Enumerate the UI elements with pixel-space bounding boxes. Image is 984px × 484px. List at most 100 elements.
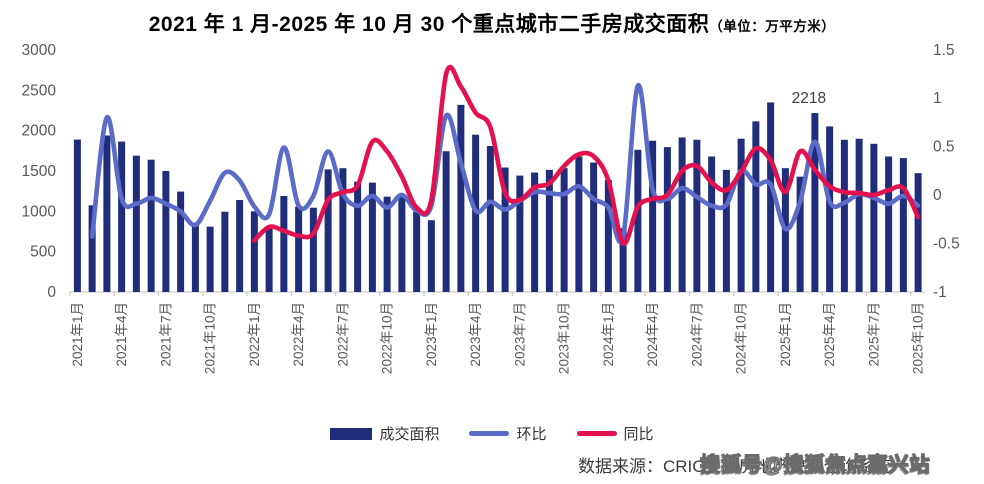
bar bbox=[501, 167, 509, 292]
legend-mom-label: 环比 bbox=[516, 426, 547, 443]
bar bbox=[914, 173, 922, 292]
bar bbox=[427, 220, 435, 292]
bar bbox=[88, 205, 96, 292]
bar bbox=[132, 155, 140, 292]
bar bbox=[457, 104, 465, 292]
legend-item-mom: 环比 bbox=[469, 423, 547, 444]
bar bbox=[221, 211, 229, 292]
chart-unit-label: （单位：万平方米） bbox=[709, 19, 836, 34]
x-tick-label: 2022年1月 bbox=[247, 302, 262, 367]
x-tick-label: 2025年7月 bbox=[866, 302, 881, 367]
bar bbox=[708, 156, 716, 292]
bar bbox=[73, 139, 81, 292]
bar bbox=[590, 162, 598, 292]
bar bbox=[236, 200, 244, 292]
bar bbox=[442, 151, 450, 292]
x-tick-label: 2023年1月 bbox=[424, 302, 439, 367]
bar bbox=[339, 168, 347, 292]
bar bbox=[811, 113, 819, 293]
mom-line-group bbox=[89, 83, 921, 245]
bar bbox=[324, 169, 332, 292]
bars-group bbox=[73, 102, 922, 293]
bar bbox=[295, 206, 303, 292]
legend-bar-label: 成交面积 bbox=[379, 426, 440, 443]
yoy-line-swatch-icon bbox=[576, 431, 617, 436]
x-tick-label: 2025年1月 bbox=[778, 302, 793, 367]
yoy-line-group bbox=[252, 64, 921, 246]
x-tick-label: 2022年4月 bbox=[291, 302, 306, 367]
bar bbox=[250, 211, 258, 292]
x-tick-label: 2022年10月 bbox=[380, 302, 395, 374]
x-tick-label: 2025年4月 bbox=[822, 302, 837, 367]
bar bbox=[545, 169, 553, 292]
bar bbox=[634, 149, 642, 292]
x-tick-label: 2021年10月 bbox=[203, 302, 218, 374]
yoy-line-path bbox=[252, 64, 921, 246]
x-tick-label: 2025年10月 bbox=[911, 302, 926, 374]
bar bbox=[413, 211, 421, 292]
x-tick-label: 2023年7月 bbox=[512, 302, 527, 367]
y-left-tick-label: 2000 bbox=[22, 123, 57, 140]
bar bbox=[368, 182, 376, 292]
bar bbox=[826, 126, 834, 293]
bar bbox=[486, 145, 494, 292]
y-right-tick-label: -0.5 bbox=[933, 235, 960, 252]
y-left-tick-label: 0 bbox=[47, 284, 56, 301]
chart-title-text: 2021 年 1 月-2025 年 10 月 30 个重点城市二手房成交面积 bbox=[148, 13, 710, 36]
y-left-tick-label: 2500 bbox=[22, 82, 57, 99]
bar bbox=[649, 140, 657, 292]
data-source-text: 数据来源：CRIC中国房地产决策咨询系统 bbox=[578, 457, 892, 476]
bar bbox=[206, 226, 214, 292]
bar bbox=[265, 227, 273, 292]
bar bbox=[722, 169, 730, 292]
bar bbox=[383, 196, 391, 292]
bar bbox=[663, 147, 671, 292]
bar bbox=[309, 207, 317, 292]
bar bbox=[560, 168, 568, 292]
y-left-tick-label: 3000 bbox=[22, 42, 57, 59]
bar bbox=[604, 179, 612, 292]
x-tick-label: 2023年4月 bbox=[468, 302, 483, 367]
bar bbox=[855, 138, 863, 292]
bar bbox=[118, 141, 126, 292]
bar bbox=[678, 137, 686, 292]
chart-title: 2021 年 1 月-2025 年 10 月 30 个重点城市二手房成交面积（单… bbox=[0, 8, 984, 38]
y-right-tick-label: 0.5 bbox=[933, 139, 955, 156]
bar bbox=[840, 139, 848, 292]
x-tick-label: 2021年4月 bbox=[114, 302, 129, 367]
bar bbox=[737, 138, 745, 292]
x-tick-label: 2021年1月 bbox=[70, 302, 85, 367]
bar bbox=[147, 159, 155, 292]
legend: 成交面积 环比 同比 bbox=[0, 423, 984, 444]
bar bbox=[752, 121, 760, 292]
bar bbox=[531, 172, 539, 292]
y-right-tick-label: 1 bbox=[933, 90, 942, 107]
bar bbox=[354, 181, 362, 292]
bar bbox=[103, 135, 111, 292]
bar bbox=[516, 175, 524, 292]
x-tick-labels-group: 2021年1月 2021年4月 2021年7月 2021年10月 2022年1月 2022… bbox=[70, 302, 926, 374]
mom-line-swatch-icon bbox=[469, 431, 510, 436]
y-axis-left: 3000 2500 2000 1500 1000 500 0 bbox=[22, 42, 57, 301]
y-left-tick-label: 500 bbox=[30, 244, 56, 261]
watermark-text: 搜狐号@搜狐焦点嘉兴站 bbox=[699, 453, 931, 476]
annotation-group: 2218 bbox=[792, 90, 826, 107]
mom-line-path bbox=[89, 83, 921, 245]
x-tick-label: 2024年10月 bbox=[734, 302, 749, 374]
y-axis-right: 1.5 1 0.5 0 -0.5 -1 bbox=[933, 42, 960, 301]
x-tick-label: 2021年7月 bbox=[158, 302, 173, 367]
bar bbox=[191, 222, 199, 292]
legend-item-bar: 成交面积 bbox=[330, 423, 439, 444]
bar bbox=[280, 196, 288, 292]
y-left-tick-label: 1500 bbox=[22, 163, 57, 180]
y-right-tick-label: 1.5 bbox=[933, 42, 955, 59]
x-tick-label: 2023年10月 bbox=[557, 302, 572, 374]
bar bbox=[575, 156, 583, 292]
bar bbox=[162, 171, 170, 292]
legend-yoy-label: 同比 bbox=[623, 426, 654, 443]
bar bbox=[767, 102, 775, 292]
bar bbox=[796, 176, 804, 292]
x-tick-label: 2024年1月 bbox=[601, 302, 616, 367]
